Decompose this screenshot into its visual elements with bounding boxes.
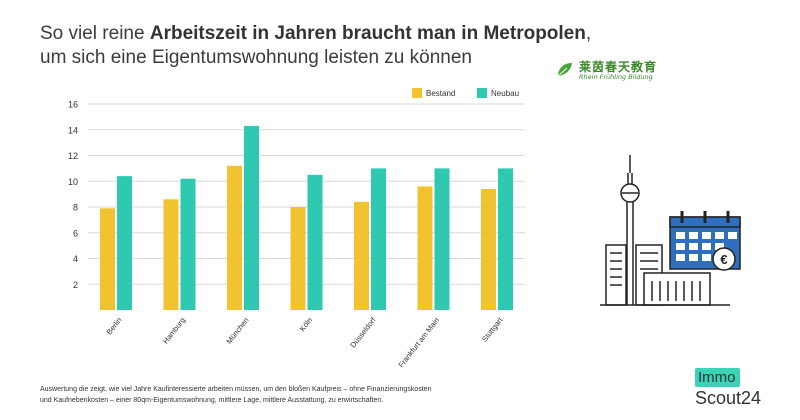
bar-neubau — [180, 178, 196, 310]
legend-swatch-neubau — [477, 88, 487, 98]
legend-swatch-bestand — [412, 88, 422, 98]
bar-bestand — [481, 188, 496, 310]
footnote-line-1: Auswertung die zeigt, wie viel Jahre Kau… — [40, 386, 432, 393]
title-line-1: So viel reine Arbeitszeit in Jahren brau… — [40, 23, 592, 44]
x-tick-label: Köln — [298, 316, 314, 333]
title-emphasis: Arbeitszeit in Jahren braucht man in Met… — [149, 23, 586, 44]
bars — [100, 125, 513, 310]
legend-label-neubau: Neubau — [491, 89, 519, 98]
logo-immo: Immo — [695, 368, 740, 387]
x-tick-label: Stuttgart — [480, 315, 505, 344]
euro-coin-icon: € — [712, 247, 736, 271]
brand-watermark-logo: 莱茵春天教育 Rhein Frühling Bildung — [555, 58, 665, 84]
y-tick-label: 16 — [68, 100, 78, 110]
tv-tower-icon — [620, 155, 640, 305]
y-tick-label: 12 — [68, 151, 78, 161]
x-tick-label: Düsseldorf — [348, 315, 378, 350]
x-tick-label: Hamburg — [161, 316, 187, 346]
y-tick-label: 4 — [73, 254, 78, 264]
bar-bestand — [100, 208, 115, 310]
bar-neubau — [244, 125, 259, 310]
logo-scout24: Scout24 — [695, 388, 762, 408]
calendar-icon — [669, 211, 741, 270]
grid-lines — [88, 103, 525, 285]
bar-bestand — [227, 165, 242, 310]
footnote-line-2: und Kaufnebenkosten – einer 80qm-Eigentu… — [40, 396, 384, 404]
bar-bestand — [163, 199, 179, 310]
bar-neubau — [117, 176, 132, 310]
brand-english-name: Rhein Frühling Bildung — [579, 73, 653, 81]
bar-neubau — [307, 174, 323, 310]
immoscout24-logo: Immo Scout24 — [695, 368, 770, 408]
bar-neubau — [434, 168, 450, 310]
x-tick-label: Frankfurt am Main — [397, 316, 442, 369]
footnote: Auswertung die zeigt, wie viel Jahre Kau… — [40, 385, 560, 406]
brand-chinese-name: 莱茵春天教育 — [579, 60, 658, 74]
bar-bestand — [290, 207, 306, 310]
city-calendar-illustration: € — [600, 155, 741, 306]
bar-neubau — [371, 168, 386, 310]
x-tick-label: Berlin — [105, 316, 124, 337]
y-tick-label: 10 — [68, 177, 78, 187]
svg-text:€: € — [720, 252, 727, 267]
bar-bestand — [354, 201, 369, 310]
bar-bestand — [417, 186, 433, 310]
legend: Bestand Neubau — [412, 88, 519, 98]
y-tick-label: 14 — [68, 125, 78, 135]
buildings-icon — [600, 244, 730, 306]
bar-chart: 2 4 6 8 10 12 14 16 Berlin Hamburg München Köln Düss… — [68, 88, 525, 369]
y-tick-label: 2 — [73, 280, 78, 290]
y-tick-label: 8 — [73, 203, 78, 213]
y-tick-label: 6 — [73, 228, 78, 238]
bar-neubau — [498, 168, 513, 310]
leaf-icon — [557, 63, 572, 77]
chart-title: So viel reine Arbeitszeit in Jahren brau… — [40, 22, 591, 70]
x-tick-label: München — [224, 316, 250, 346]
title-line-2: um sich eine Eigentumswohnung leisten zu… — [40, 47, 472, 68]
legend-label-bestand: Bestand — [426, 89, 455, 98]
